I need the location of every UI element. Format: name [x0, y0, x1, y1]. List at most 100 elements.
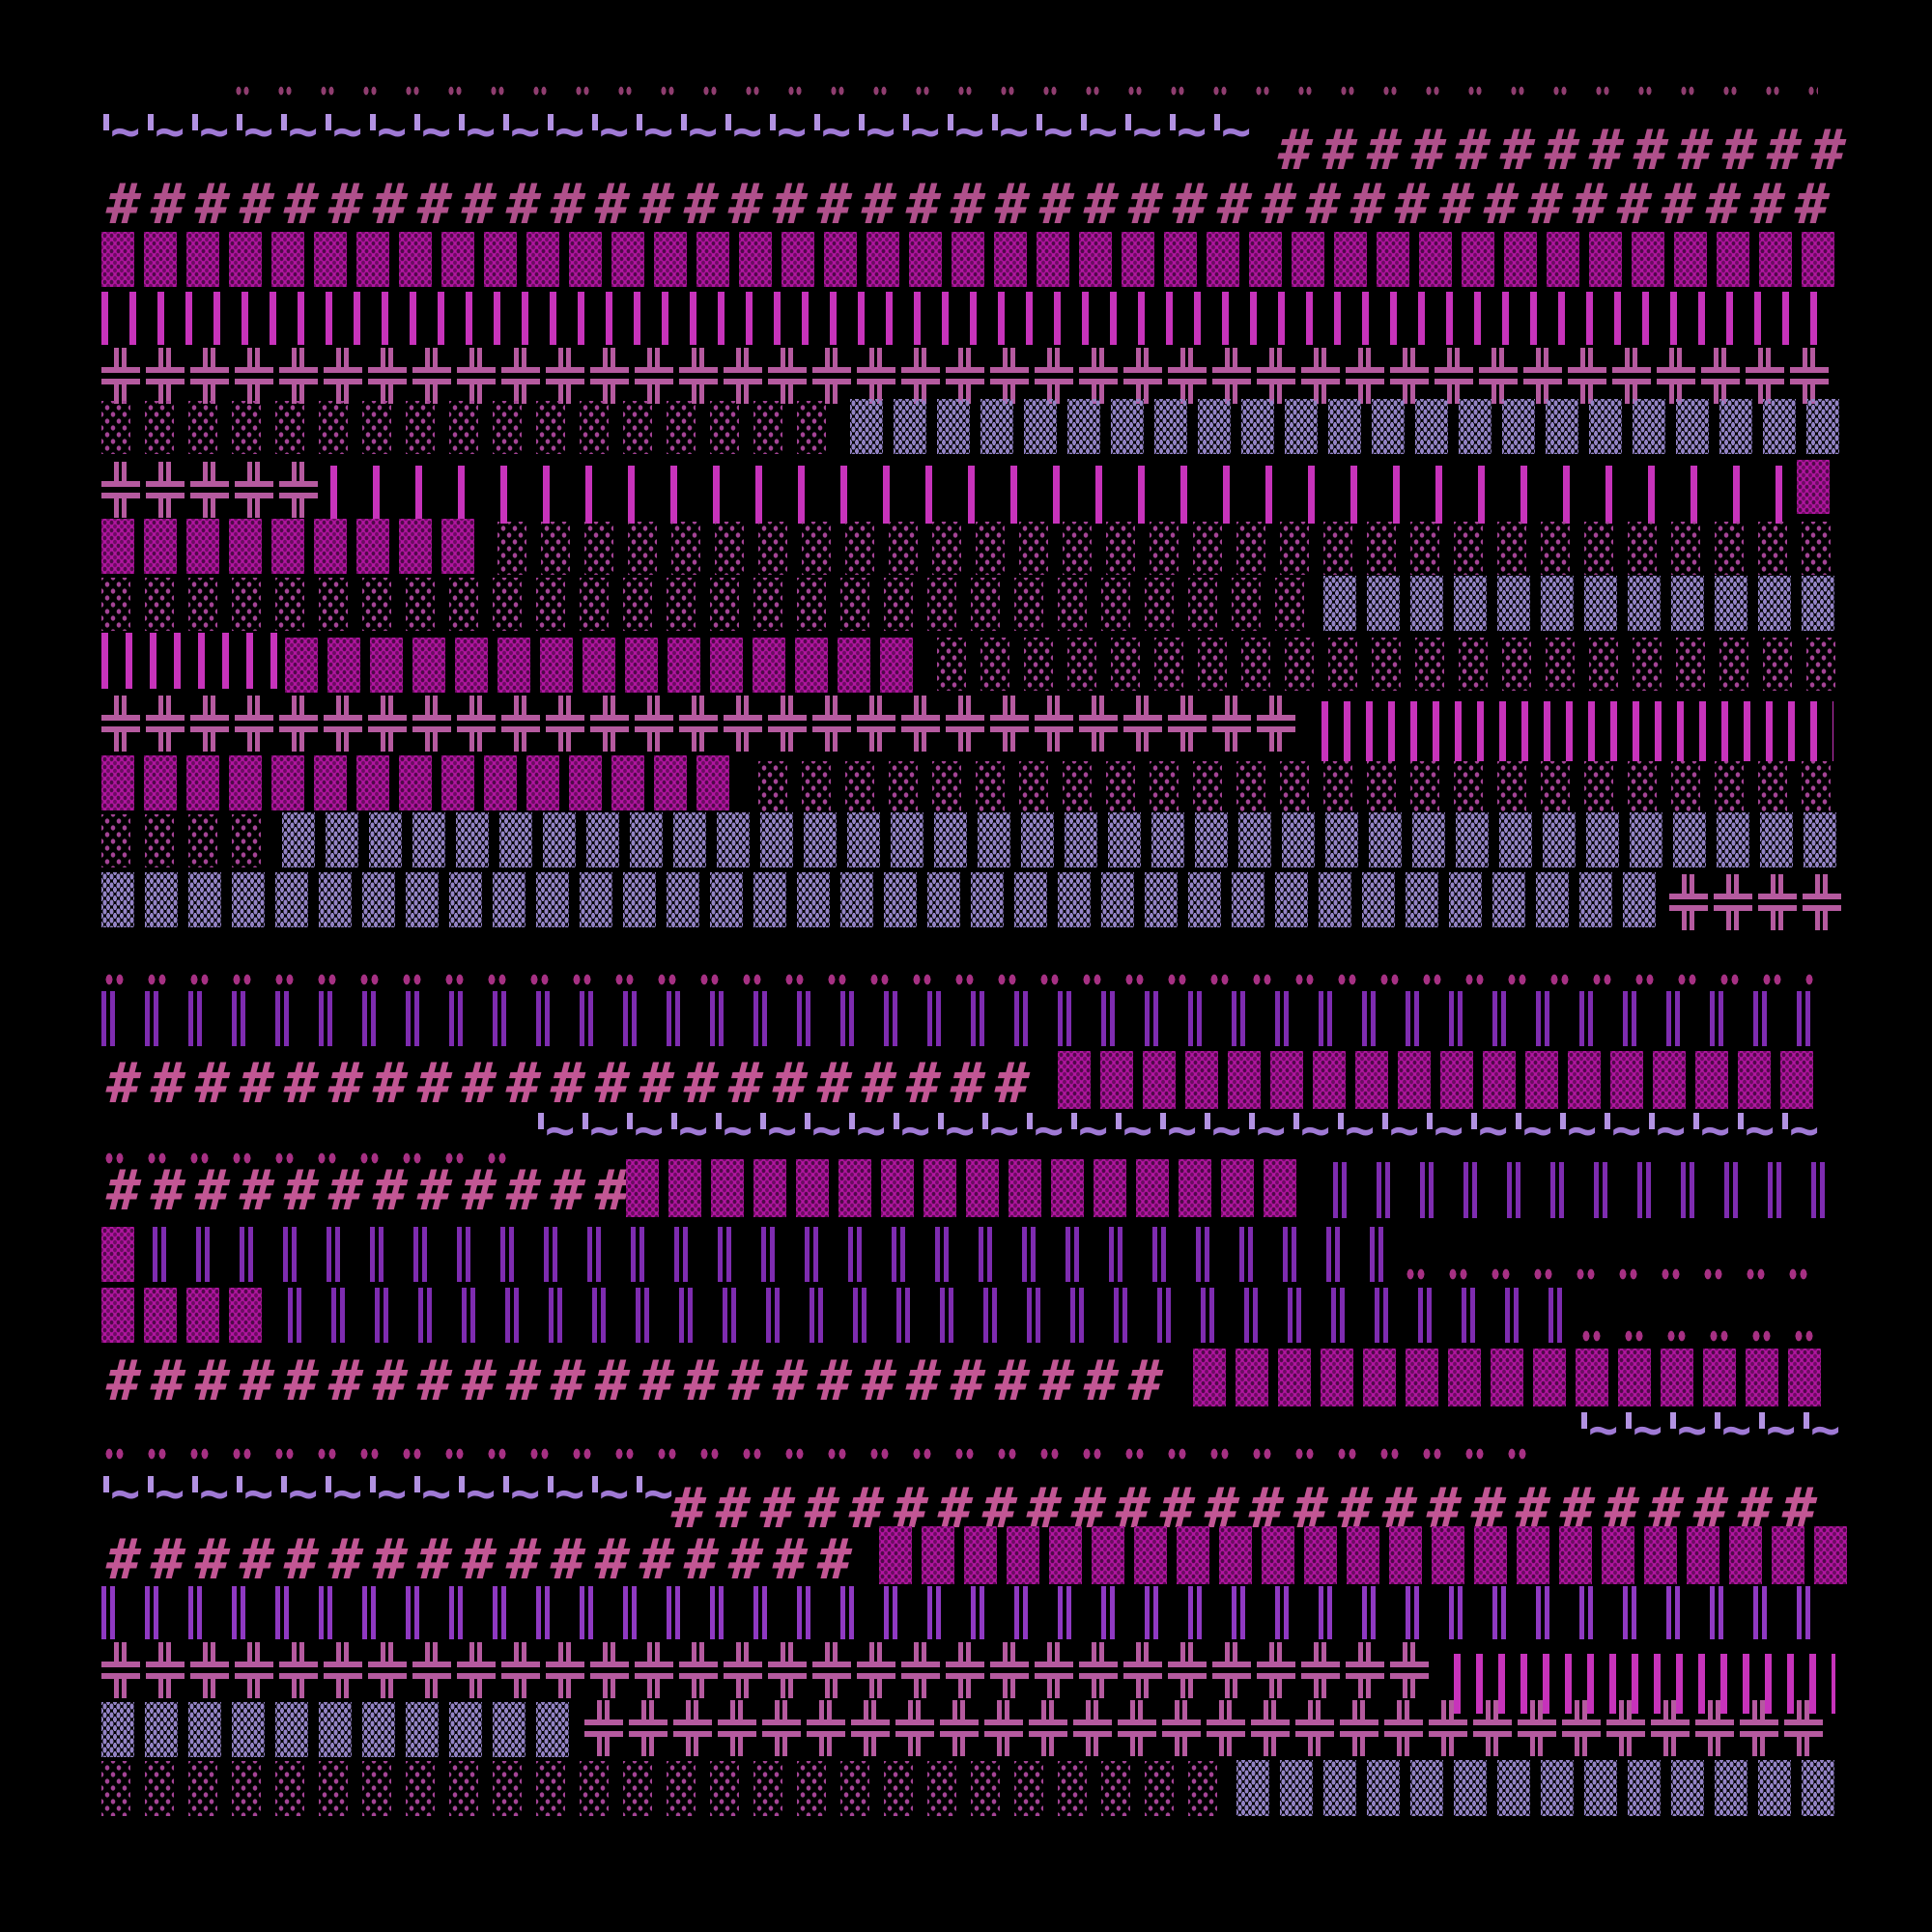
- mdots-glyph: [536, 1702, 569, 1757]
- tick-mark: [849, 1113, 855, 1129]
- ldots-glyph: [145, 401, 174, 454]
- tilde-wave: ~: [732, 102, 763, 160]
- block-glyph: [1236, 1349, 1268, 1406]
- hash-glyph: #: [151, 171, 185, 237]
- mdots-glyph: [623, 872, 656, 927]
- mdots-glyph: [1406, 872, 1438, 927]
- block-glyph: [582, 638, 615, 693]
- block-glyph: [1738, 1051, 1771, 1109]
- hash-glyph: #: [684, 1348, 719, 1413]
- cross-glyph: [190, 1642, 229, 1698]
- tilde-wave: ~: [1122, 1101, 1153, 1159]
- hash-glyph: #: [995, 171, 1030, 237]
- mdots-glyph: [362, 872, 395, 927]
- block-glyph: [569, 232, 602, 287]
- tick-mark: [1071, 1113, 1077, 1129]
- tilde-glyph: ~: [1736, 1101, 1780, 1159]
- block-glyph: [229, 755, 262, 810]
- cross-glyph: [146, 348, 185, 404]
- ldots-glyph: [232, 1761, 261, 1816]
- hash-glyph: #: [906, 171, 941, 237]
- cross-glyph: [724, 348, 762, 404]
- block-glyph: [186, 232, 219, 287]
- tilde-glyph: ~: [1158, 1101, 1203, 1159]
- tilde-wave: ~: [643, 1464, 674, 1522]
- hash-glyph: #: [1322, 117, 1357, 183]
- mdots-glyph: [326, 812, 358, 867]
- tilde-wave: ~: [678, 1101, 709, 1159]
- cross-glyph: [768, 1642, 807, 1698]
- cross-glyph: [368, 696, 407, 752]
- block-glyph: [838, 638, 870, 693]
- hash-glyph: #: [862, 1348, 896, 1413]
- hash-glyph: #: [1084, 171, 1119, 237]
- hash-glyph: #: [106, 1348, 141, 1413]
- mdots-glyph: [894, 399, 926, 454]
- cross-glyph: [146, 696, 185, 752]
- cross-glyph: [895, 1700, 934, 1756]
- mdots-glyph: [1065, 812, 1097, 867]
- tick-mark: [1516, 1113, 1521, 1129]
- block-glyph: [144, 755, 177, 810]
- block-glyph: [484, 232, 517, 287]
- tilde-glyph: ~: [625, 1101, 669, 1159]
- hash-glyph: #: [849, 1475, 884, 1541]
- tilde-wave: ~: [466, 1464, 497, 1522]
- segment-ldots: [937, 638, 1835, 691]
- hash-glyph: #: [195, 1157, 230, 1223]
- hash-glyph: #: [1589, 117, 1624, 183]
- hash-glyph: #: [684, 171, 719, 237]
- tick-mark: [1170, 114, 1176, 130]
- hash-glyph: #: [328, 171, 363, 237]
- tilde-glyph: ~: [1168, 102, 1212, 160]
- block-glyph: [1262, 1526, 1294, 1584]
- mdots-glyph: [1715, 1760, 1747, 1816]
- ldots-glyph: [797, 578, 826, 631]
- block-glyph: [668, 1159, 701, 1217]
- tilde-glyph: ~: [1114, 1101, 1158, 1159]
- tilde-wave: ~: [1345, 1101, 1376, 1159]
- cross-glyph: [901, 696, 940, 752]
- hash-glyph: #: [240, 1526, 274, 1592]
- hash-glyph: #: [951, 1348, 985, 1413]
- segment-cross: [584, 1700, 1831, 1756]
- cross-glyph: [590, 1642, 629, 1698]
- block-glyph: [626, 1159, 659, 1217]
- hash-glyph: #: [373, 1157, 408, 1223]
- cross-glyph: [1479, 348, 1518, 404]
- segment-hash: # # # # # # # # # # # # # # # # # # # # #: [101, 1050, 1053, 1116]
- mdots-glyph: [710, 872, 743, 927]
- block-glyph: [412, 638, 445, 693]
- tilde-wave: ~: [1567, 1101, 1598, 1159]
- tilde-wave: ~: [1745, 1101, 1776, 1159]
- cross-glyph: [279, 348, 318, 404]
- mdots-glyph: [673, 812, 706, 867]
- mdots-glyph: [1717, 812, 1749, 867]
- tilde-wave: ~: [1789, 1101, 1820, 1159]
- block-glyph: [327, 638, 360, 693]
- mdots-glyph: [1151, 812, 1184, 867]
- mdots-glyph: [101, 872, 134, 927]
- mdots-glyph: [980, 399, 1013, 454]
- ldots-glyph: [1106, 522, 1135, 575]
- tilde-wave: ~: [1810, 1401, 1841, 1459]
- mdots-glyph: [586, 812, 619, 867]
- cross-glyph: [101, 1642, 140, 1698]
- hash-glyph: #: [595, 1050, 630, 1116]
- mdots-glyph: [1195, 812, 1228, 867]
- mdots-glyph: [1236, 1760, 1269, 1816]
- mdots-glyph: [1541, 1760, 1574, 1816]
- ldots-glyph: [275, 578, 304, 631]
- ldots-glyph: [758, 761, 787, 811]
- block-glyph: [881, 1159, 914, 1217]
- hash-glyph: #: [1545, 117, 1579, 183]
- cross-glyph: [590, 696, 629, 752]
- tilde-wave: ~: [1766, 1401, 1797, 1459]
- tilde-wave: ~: [510, 1464, 541, 1522]
- block-glyph: [668, 638, 700, 693]
- ldots-glyph: [932, 522, 961, 575]
- block-glyph: [966, 1159, 999, 1217]
- mdots-glyph: [1802, 576, 1834, 631]
- segment-block: [879, 1526, 1847, 1584]
- cross-glyph: [1035, 696, 1073, 752]
